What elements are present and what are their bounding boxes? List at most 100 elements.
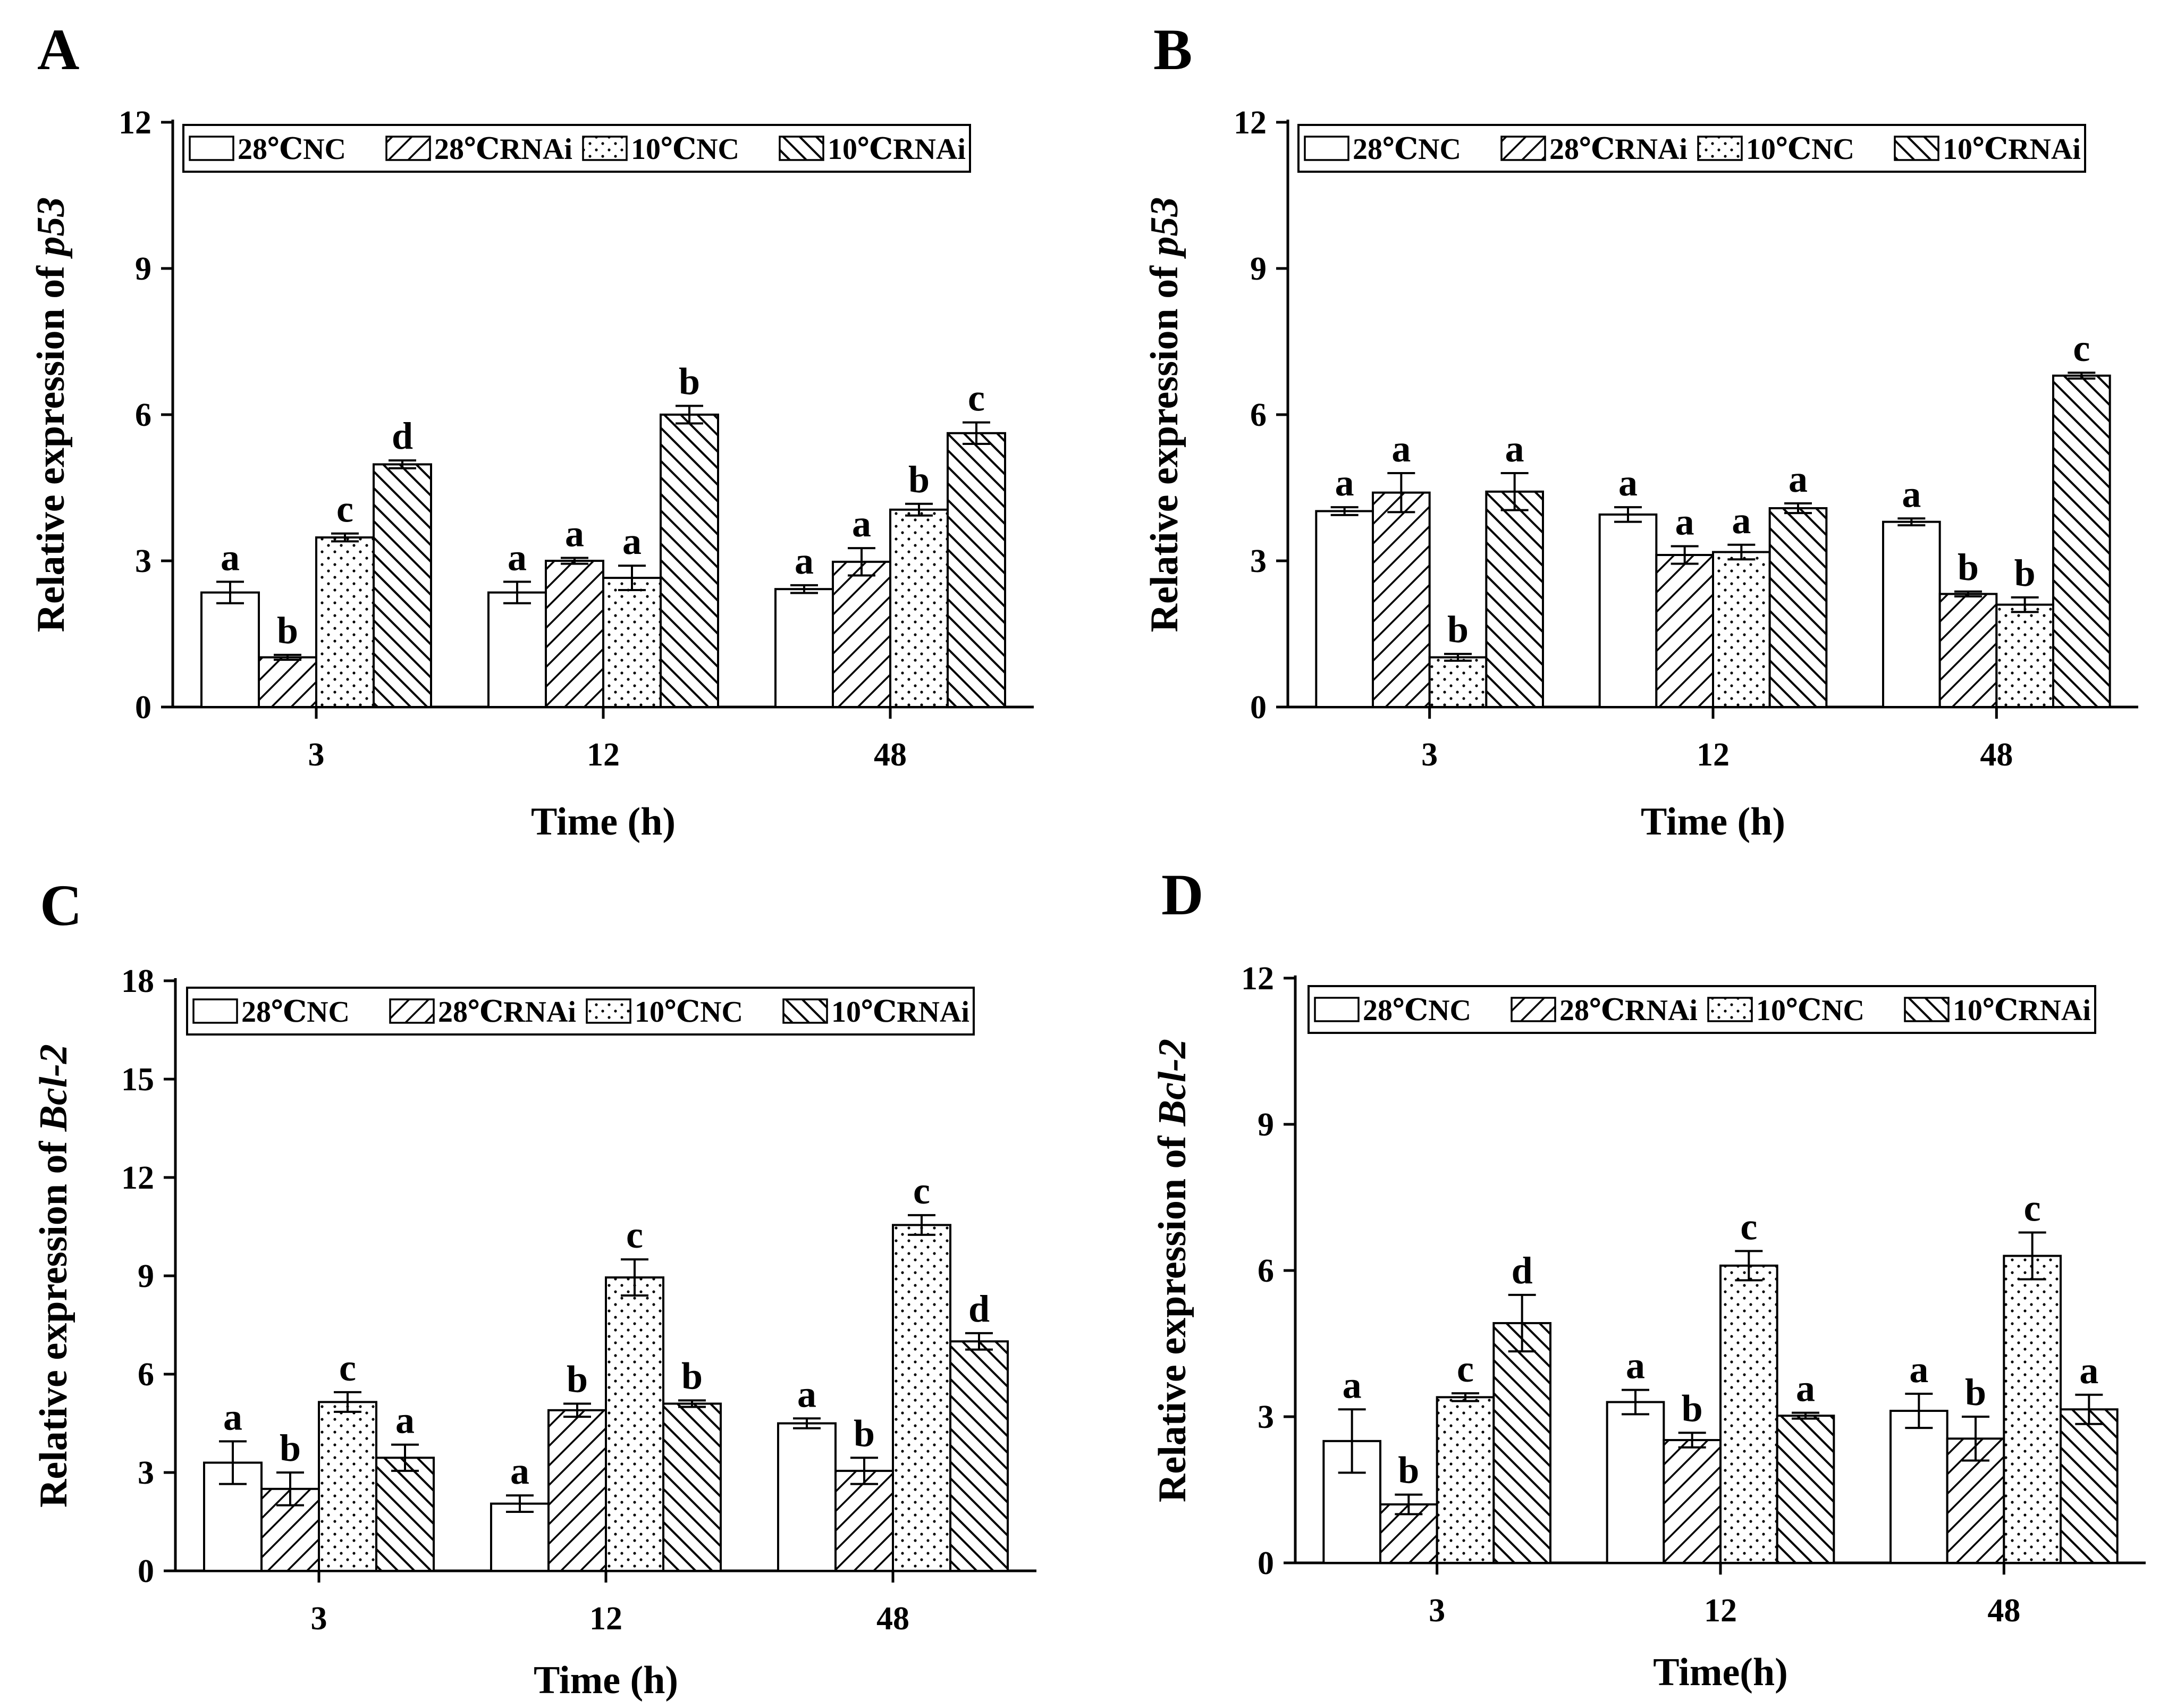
x-tick-label: 48 — [1987, 1593, 2020, 1629]
significance-label: c — [1457, 1348, 1474, 1390]
bar — [258, 656, 317, 708]
significance-label: b — [1682, 1387, 1703, 1429]
significance-label: c — [2024, 1187, 2041, 1230]
x-tick-label: 12 — [589, 1601, 622, 1637]
significance-label: b — [679, 360, 700, 403]
y-tick-label: 9 — [1250, 251, 1267, 287]
legend-label: 10℃RNAi — [828, 133, 966, 166]
legend-swatch — [192, 998, 238, 1024]
legend-swatch — [1707, 997, 1753, 1022]
y-axis-title: Relative expression of Bcl-2 — [1151, 1039, 1194, 1502]
legend-label: 28℃NC — [1353, 133, 1461, 166]
legend-label: 28℃RNAi — [1549, 133, 1688, 166]
significance-label: c — [2073, 327, 2090, 369]
bar — [1776, 1415, 1835, 1564]
bar — [2052, 374, 2111, 708]
x-axis-title: Time(h) — [1653, 1651, 1788, 1694]
significance-label: a — [221, 536, 240, 578]
legend-label: 28℃RNAi — [438, 996, 576, 1029]
legend-swatch — [1314, 997, 1360, 1022]
significance-label: a — [1618, 461, 1638, 504]
legend-label: 10℃NC — [635, 996, 743, 1029]
bar — [200, 591, 260, 709]
significance-label: a — [1909, 1348, 1928, 1391]
panel-letter: C — [40, 873, 82, 938]
y-axis-title-gene: Bcl-2 — [32, 1044, 75, 1132]
y-axis-title-gene: p53 — [29, 197, 73, 259]
bar — [547, 1409, 607, 1572]
significance-label: a — [622, 520, 642, 562]
y-tick-label: 0 — [135, 689, 151, 726]
legend-swatch — [1304, 136, 1349, 161]
significance-label: b — [854, 1412, 875, 1454]
legend-swatch — [389, 998, 435, 1024]
y-tick-label: 6 — [1258, 1253, 1274, 1289]
bar — [1938, 593, 1998, 709]
x-tick-label: 48 — [876, 1601, 909, 1637]
y-axis-title-prefix: Relative expression of — [29, 256, 73, 633]
significance-label: a — [1675, 501, 1694, 543]
bar — [832, 560, 891, 709]
legend-box — [1297, 124, 2086, 173]
significance-label: d — [1512, 1249, 1533, 1292]
bar — [1436, 1396, 1495, 1564]
significance-label: c — [913, 1169, 930, 1212]
legend-swatch — [385, 136, 431, 161]
bar — [490, 1502, 550, 1572]
significance-label: b — [1958, 546, 1979, 588]
significance-label: b — [1965, 1371, 1986, 1413]
x-tick-label: 3 — [1421, 737, 1438, 773]
bar — [605, 1276, 664, 1572]
y-tick-label: 15 — [121, 1062, 154, 1098]
bar — [1889, 1410, 1948, 1564]
significance-label: c — [336, 488, 353, 531]
significance-label: c — [968, 377, 985, 419]
significance-label: b — [1447, 608, 1469, 651]
significance-label: a — [1732, 499, 1751, 542]
x-tick-label: 3 — [1429, 1593, 1445, 1629]
bar — [947, 432, 1006, 708]
legend-swatch — [189, 136, 234, 161]
legend-box — [186, 987, 975, 1036]
y-tick-label: 9 — [138, 1258, 154, 1294]
legend-label: 28℃NC — [238, 133, 346, 166]
y-tick-label: 0 — [1250, 689, 1267, 726]
legend-label: 28℃RNAi — [1559, 994, 1698, 1027]
bar — [2003, 1255, 2062, 1564]
significance-label: d — [968, 1288, 990, 1330]
legend-label: 28℃NC — [1363, 994, 1471, 1027]
y-axis-title-prefix: Relative expression of — [1143, 256, 1186, 633]
significance-label: b — [1398, 1449, 1419, 1492]
y-axis-title-prefix: Relative expression of — [1151, 1126, 1194, 1502]
significance-label: b — [908, 458, 930, 501]
x-tick-label: 12 — [587, 737, 620, 773]
significance-label: b — [2014, 552, 2036, 594]
y-tick-label: 12 — [1234, 105, 1267, 141]
bar — [777, 1422, 837, 1572]
y-axis-title: Relative expression of Bcl-2 — [32, 1044, 75, 1508]
bar — [318, 1401, 377, 1572]
y-tick-label: 3 — [135, 543, 151, 579]
significance-label: c — [1740, 1205, 1757, 1248]
legend-label: 10℃NC — [631, 133, 739, 166]
significance-label: b — [280, 1427, 301, 1469]
y-tick-label: 3 — [1258, 1399, 1274, 1435]
bar — [889, 508, 949, 708]
significance-label: b — [277, 609, 298, 652]
significance-label: a — [1391, 427, 1411, 470]
bar — [949, 1340, 1009, 1572]
legend-box — [182, 124, 971, 173]
bar — [1372, 491, 1431, 709]
y-axis-title: Relative expression of p53 — [1143, 197, 1186, 633]
legend-label: 10℃RNAi — [1953, 994, 2091, 1027]
legend-label: 28℃RNAi — [434, 133, 572, 166]
bar — [315, 536, 375, 708]
significance-label: b — [681, 1354, 703, 1397]
bar — [662, 1402, 722, 1572]
bar — [375, 1457, 435, 1572]
bar — [774, 588, 834, 708]
bar — [660, 414, 719, 708]
legend-swatch — [779, 136, 824, 161]
